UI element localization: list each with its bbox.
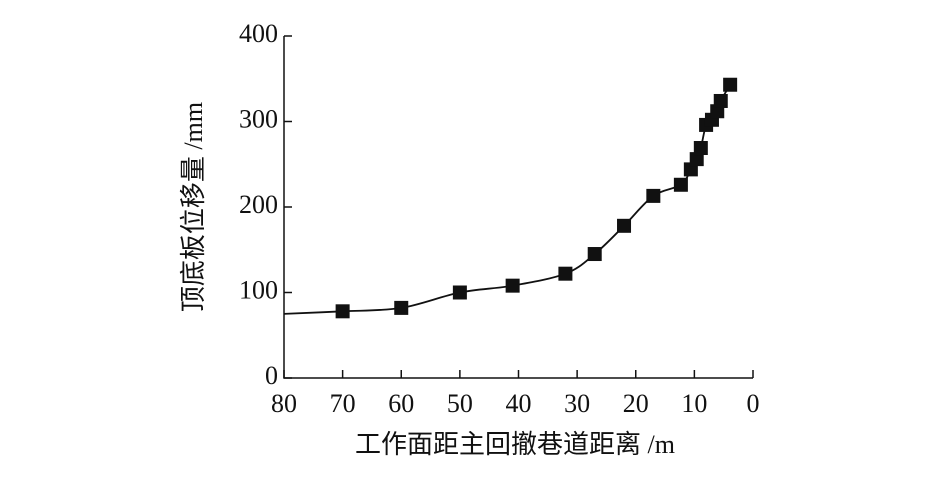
marker — [505, 278, 520, 293]
marker — [646, 188, 661, 203]
marker — [723, 77, 738, 92]
x-tick-label: 40 — [506, 389, 532, 418]
marker — [558, 266, 573, 281]
axes — [283, 36, 753, 379]
y-tick-label: 300 — [239, 104, 278, 133]
x-tick-label: 30 — [564, 389, 590, 418]
y-tick-label: 400 — [239, 19, 278, 48]
x-tick-label: 0 — [747, 389, 760, 418]
x-tick-label: 20 — [623, 389, 649, 418]
marker — [394, 300, 409, 315]
y-axis-label: 顶底板位移量 /mm — [179, 102, 208, 312]
x-tick-label: 50 — [447, 389, 473, 418]
marker — [587, 247, 602, 262]
x-axis-label: 工作面距主回撤巷道距离 /m — [355, 430, 675, 459]
x-tick-label: 70 — [330, 389, 356, 418]
marker — [689, 152, 704, 167]
marker — [335, 304, 350, 319]
y-tick-label: 0 — [265, 361, 278, 390]
marker — [452, 285, 467, 300]
y-tick-label: 200 — [239, 190, 278, 219]
y-tick-label: 100 — [239, 275, 278, 304]
marker — [673, 177, 688, 192]
x-tick-label: 10 — [681, 389, 707, 418]
x-tick-label: 60 — [388, 389, 414, 418]
marker — [617, 218, 632, 233]
marker — [713, 93, 728, 108]
x-tick-label: 80 — [271, 389, 297, 418]
marker — [693, 141, 708, 156]
